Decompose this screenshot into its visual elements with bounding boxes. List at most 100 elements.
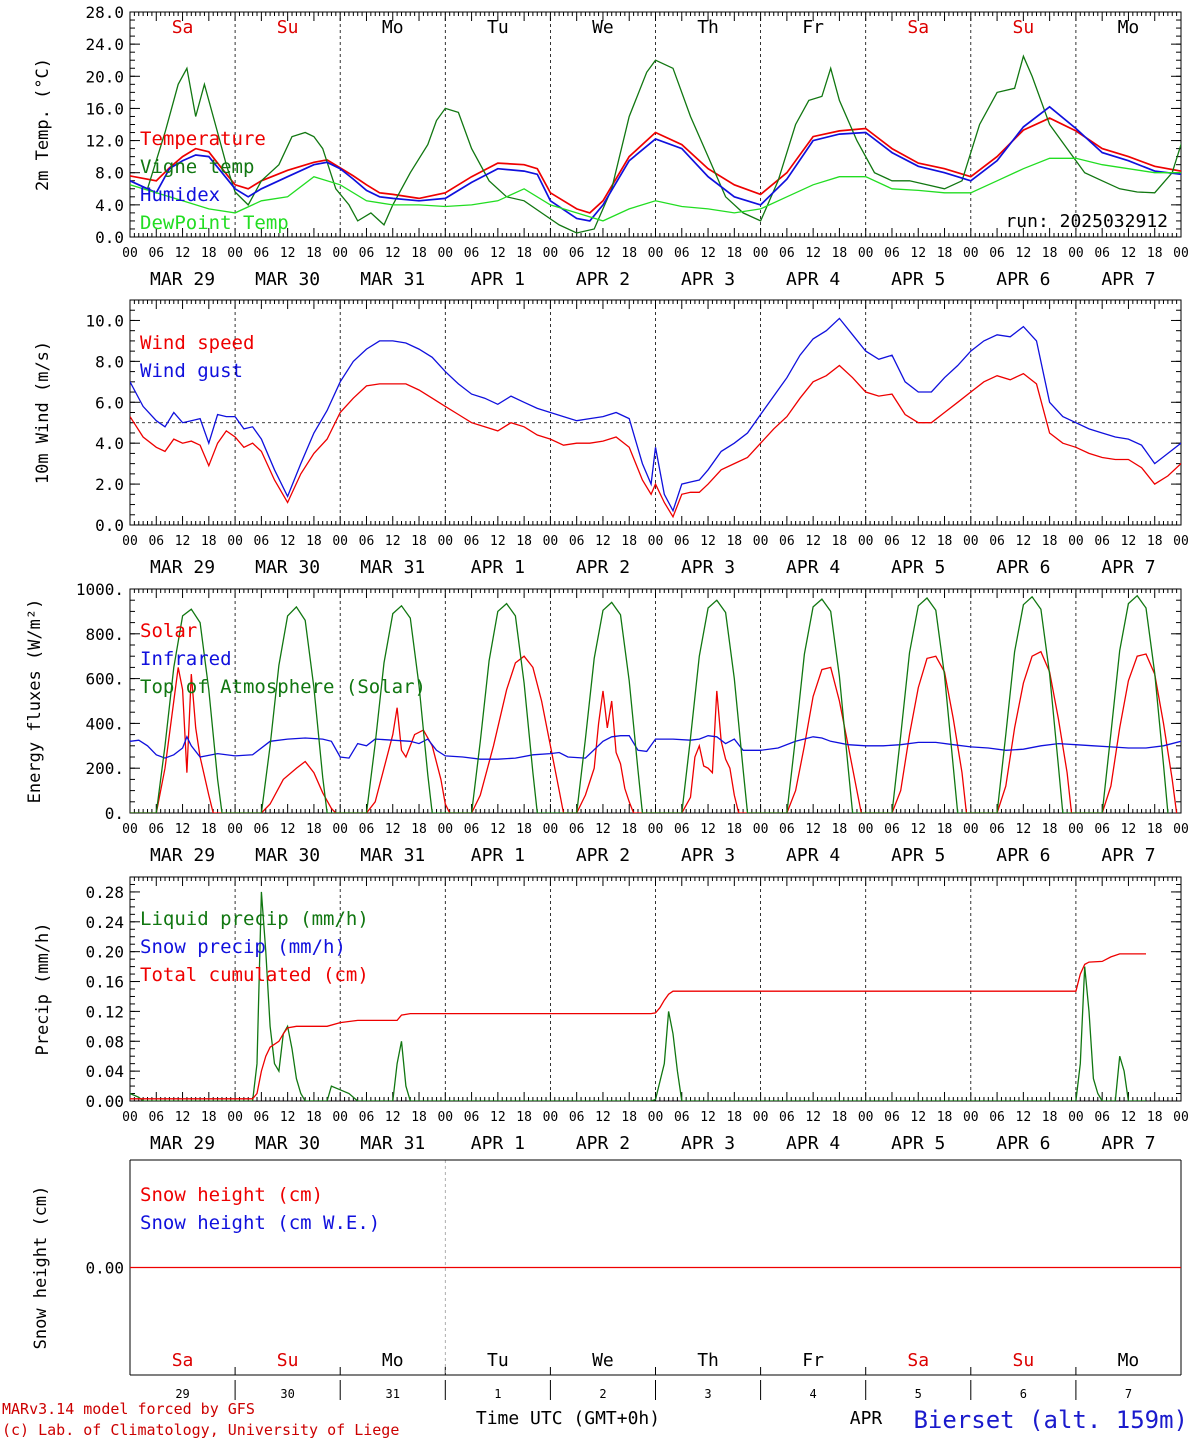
hour-tick-label: 00 (543, 1110, 559, 1125)
date-label: APR 1 (471, 845, 525, 866)
day-name-label: Sa (907, 17, 929, 38)
hour-tick-label: 18 (726, 534, 742, 549)
hour-tick-label: 06 (674, 822, 690, 837)
y-tick-label: 4.0 (95, 196, 124, 215)
date-label: APR 6 (996, 557, 1050, 578)
y-tick-label: 0.0 (95, 516, 124, 535)
hour-tick-label: 12 (1121, 822, 1137, 837)
hour-tick-label: 12 (280, 822, 296, 837)
date-label: APR 7 (1101, 1133, 1155, 1154)
y-tick-label: 8.0 (95, 352, 124, 371)
hour-tick-label: 06 (464, 1110, 480, 1125)
hour-tick-label: 00 (437, 822, 453, 837)
bottom-day-number: 5 (915, 1387, 922, 1401)
date-label: APR 6 (996, 845, 1050, 866)
hour-tick-label: 12 (175, 534, 191, 549)
hour-tick-label: 00 (437, 534, 453, 549)
y-axis-label: Precip (mm/h) (33, 922, 53, 1055)
date-label: APR 2 (576, 269, 630, 290)
date-label: APR 1 (471, 557, 525, 578)
date-label: APR 3 (681, 557, 735, 578)
hour-tick-label: 12 (700, 1110, 716, 1125)
y-tick-label: 0.0 (95, 228, 124, 247)
legend-entry: Infrared (140, 648, 232, 670)
date-label: APR 7 (1101, 557, 1155, 578)
series-line-wind-speed (130, 364, 1181, 519)
y-tick-label: 600. (85, 670, 124, 689)
bottom-day-label: Su (1013, 1350, 1035, 1371)
hour-tick-label: 12 (805, 534, 821, 549)
hour-tick-label: 06 (254, 534, 270, 549)
hour-tick-label: 18 (411, 246, 427, 261)
date-label: APR 4 (786, 269, 840, 290)
date-label: MAR 30 (255, 557, 320, 578)
hour-tick-label: 12 (175, 246, 191, 261)
hour-tick-label: 06 (1094, 534, 1110, 549)
hour-tick-label: 18 (411, 534, 427, 549)
hour-tick-label: 18 (726, 246, 742, 261)
date-label: MAR 30 (255, 845, 320, 866)
hour-tick-label: 00 (1173, 1110, 1189, 1125)
legend-entry: Snow precip (mm/h) (140, 936, 346, 958)
hour-tick-label: 06 (779, 246, 795, 261)
hour-tick-label: 00 (963, 534, 979, 549)
hour-tick-label: 00 (122, 1110, 138, 1125)
date-label: APR 3 (681, 1133, 735, 1154)
bottom-day-number: 2 (599, 1387, 606, 1401)
hour-tick-label: 00 (753, 822, 769, 837)
hour-tick-label: 12 (1016, 822, 1032, 837)
series-line-temperature (130, 117, 1181, 214)
hour-tick-label: 12 (1016, 534, 1032, 549)
hour-tick-label: 00 (963, 1110, 979, 1125)
series-line-wind-gust (130, 317, 1181, 513)
wind-panel: 0.0 2.0 4.0 6.0 8.0 10.0 00 06 12 18 00 06 12 18 00 06 1… (33, 299, 1189, 578)
hour-tick-label: 18 (937, 246, 953, 261)
date-label: MAR 29 (150, 269, 215, 290)
y-tick-label: 10.0 (85, 311, 124, 330)
hour-tick-label: 06 (989, 1110, 1005, 1125)
hour-tick-label: 18 (516, 822, 532, 837)
hour-tick-label: 18 (1042, 822, 1058, 837)
date-label: APR 6 (996, 269, 1050, 290)
energy-panel: 0. 200. 400. 600. 800. 1000. 00 06 12 18 00 06 12 18 0… (25, 580, 1189, 866)
y-tick-label: 28.0 (85, 3, 124, 22)
hour-tick-label: 18 (411, 822, 427, 837)
hour-tick-label: 06 (779, 822, 795, 837)
series-line-solar (130, 650, 1178, 813)
y-axis-label: Snow height (cm) (31, 1186, 51, 1350)
hour-tick-label: 00 (332, 822, 348, 837)
hour-tick-label: 18 (306, 534, 322, 549)
hour-tick-label: 00 (543, 534, 559, 549)
legend-entry: Wind gust (140, 360, 243, 382)
y-tick-label: 0.08 (85, 1032, 124, 1051)
hour-tick-label: 06 (359, 1110, 375, 1125)
hour-tick-label: 18 (516, 1110, 532, 1125)
legend-entry: Vigne temp (140, 156, 254, 178)
hour-tick-label: 12 (910, 822, 926, 837)
hour-tick-label: 06 (1094, 246, 1110, 261)
date-label: APR 7 (1101, 269, 1155, 290)
legend-entry: Total cumulated (cm) (140, 964, 369, 986)
hour-tick-label: 18 (306, 822, 322, 837)
y-tick-label: 20.0 (85, 67, 124, 86)
bottom-day-label: Mo (382, 1350, 404, 1371)
hour-tick-label: 12 (910, 246, 926, 261)
date-label: APR 5 (891, 845, 945, 866)
legend-entry: Humidex (140, 184, 220, 206)
series-line-top-of-atmosphere-solar- (130, 594, 1169, 813)
hour-tick-label: 06 (884, 822, 900, 837)
hour-tick-label: 06 (569, 534, 585, 549)
hour-tick-label: 06 (254, 822, 270, 837)
hour-tick-label: 12 (700, 822, 716, 837)
bottom-day-number: 7 (1125, 1387, 1132, 1401)
bottom-day-number: 1 (494, 1387, 501, 1401)
time-axis-label: Time UTC (GMT+0h) (476, 1408, 660, 1429)
hour-tick-label: 12 (700, 246, 716, 261)
hour-tick-label: 06 (359, 822, 375, 837)
hour-tick-label: 12 (280, 534, 296, 549)
hour-tick-label: 12 (490, 534, 506, 549)
hour-tick-label: 06 (569, 246, 585, 261)
hour-tick-label: 18 (621, 1110, 637, 1125)
date-label: MAR 30 (255, 1133, 320, 1154)
hour-tick-label: 06 (989, 822, 1005, 837)
